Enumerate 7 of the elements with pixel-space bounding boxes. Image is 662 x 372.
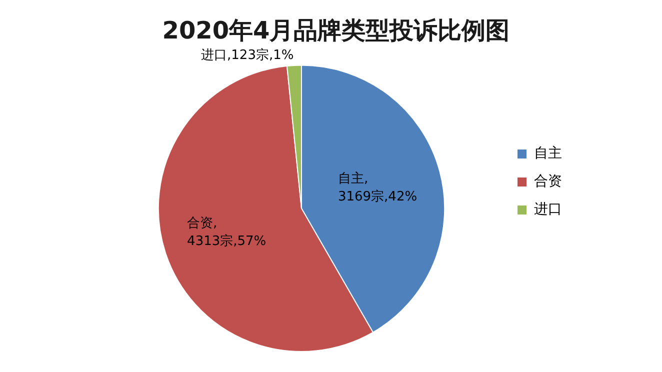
chart-title: 2020年4月品牌类型投诉比例图 xyxy=(162,16,510,45)
legend-label: 进口 xyxy=(534,202,562,218)
data-label: 自主, 3169宗,42% xyxy=(338,170,418,204)
data-label: 进口,123宗,1% xyxy=(201,46,294,63)
legend-label: 合资 xyxy=(534,174,562,190)
legend-label: 自主 xyxy=(534,146,562,162)
data-label: 合资, 4313宗,57% xyxy=(187,216,266,249)
